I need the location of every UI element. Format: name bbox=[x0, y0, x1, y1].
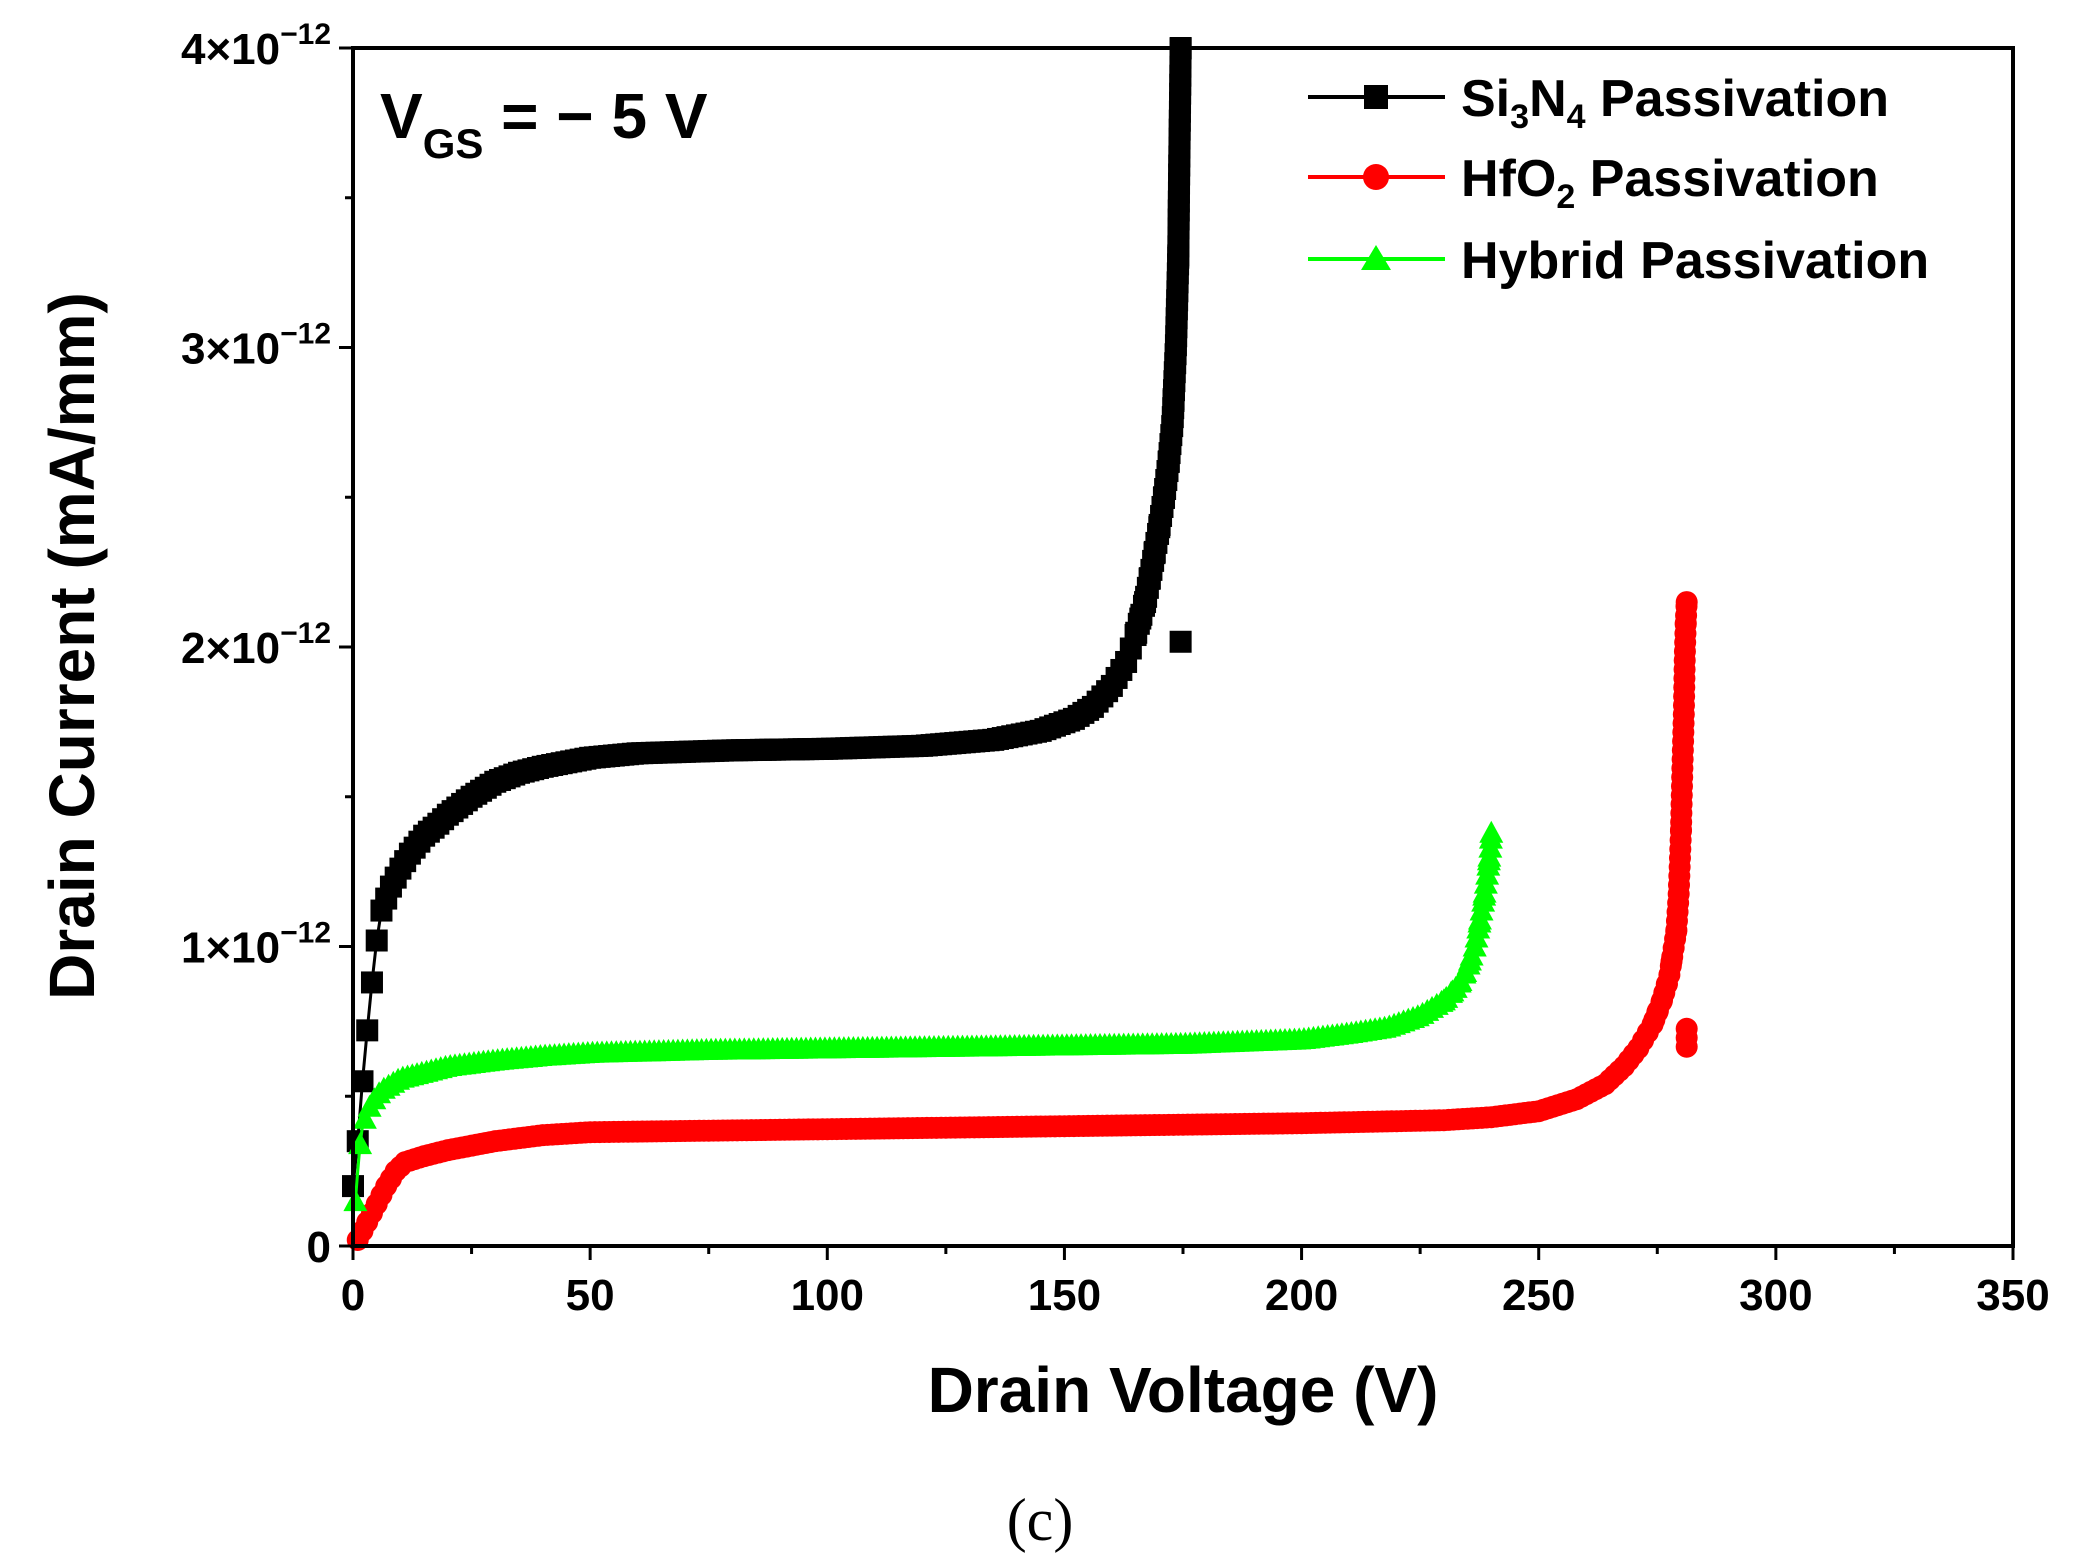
x-tick-label-150: 150 bbox=[1028, 1271, 1101, 1320]
legend-label-si3n4: Si3N4 Passivation bbox=[1461, 70, 1889, 136]
data-point bbox=[352, 1106, 377, 1129]
series-hybrid bbox=[343, 820, 1504, 1212]
legend-circle-marker bbox=[1363, 164, 1389, 190]
x-tick-label-200: 200 bbox=[1265, 1271, 1338, 1320]
data-point bbox=[365, 929, 388, 952]
y-tick-label-2: 2×10−12 bbox=[181, 617, 331, 673]
series-si3n4 bbox=[342, 37, 1192, 1198]
panel-label: (c) bbox=[1007, 1487, 1074, 1553]
y-tick-label-4: 4×10−12 bbox=[181, 18, 331, 74]
data-point bbox=[1675, 1017, 1698, 1040]
legend: Si3N4 Passivation HfO2 Passivation Hybri… bbox=[1308, 70, 1929, 290]
x-tick-label-0: 0 bbox=[341, 1271, 365, 1320]
y-tick-label-0: 0 bbox=[307, 1223, 331, 1272]
legend-label-hfo2: HfO2 Passivation bbox=[1461, 150, 1879, 216]
legend-entry-si3n4: Si3N4 Passivation bbox=[1308, 70, 1889, 136]
data-point bbox=[1675, 591, 1698, 614]
data-point bbox=[343, 1189, 368, 1212]
data-point bbox=[1169, 630, 1192, 653]
legend-label-hybrid: Hybrid Passivation bbox=[1461, 232, 1929, 290]
data-point bbox=[1479, 820, 1504, 843]
x-tick-label-250: 250 bbox=[1502, 1271, 1575, 1320]
x-axis-ticks bbox=[351, 1246, 2015, 1260]
x-tick-label-350: 350 bbox=[1976, 1271, 2049, 1320]
series-hfo2 bbox=[346, 591, 1698, 1252]
y-tick-label-3: 3×10−12 bbox=[181, 318, 331, 374]
x-tick-label-50: 50 bbox=[566, 1271, 615, 1320]
legend-entry-hybrid: Hybrid Passivation bbox=[1308, 232, 1929, 290]
x-axis-title: Drain Voltage (V) bbox=[928, 1354, 1439, 1426]
data-point bbox=[360, 971, 383, 994]
y-axis-title: Drain Current (mA/mm) bbox=[36, 292, 108, 1000]
x-tick-label-100: 100 bbox=[791, 1271, 864, 1320]
legend-square-marker bbox=[1364, 85, 1388, 109]
legend-entry-hfo2: HfO2 Passivation bbox=[1308, 150, 1879, 216]
legend-triangle-marker bbox=[1361, 245, 1391, 270]
y-axis-ticks bbox=[339, 46, 353, 1248]
x-tick-label-300: 300 bbox=[1739, 1271, 1812, 1320]
plot-series bbox=[342, 37, 1698, 1252]
y-tick-label-1: 1×10−12 bbox=[181, 917, 331, 973]
data-point bbox=[356, 1019, 379, 1042]
data-point bbox=[351, 1070, 374, 1093]
vgs-annotation: VGS = − 5 V bbox=[380, 80, 708, 167]
